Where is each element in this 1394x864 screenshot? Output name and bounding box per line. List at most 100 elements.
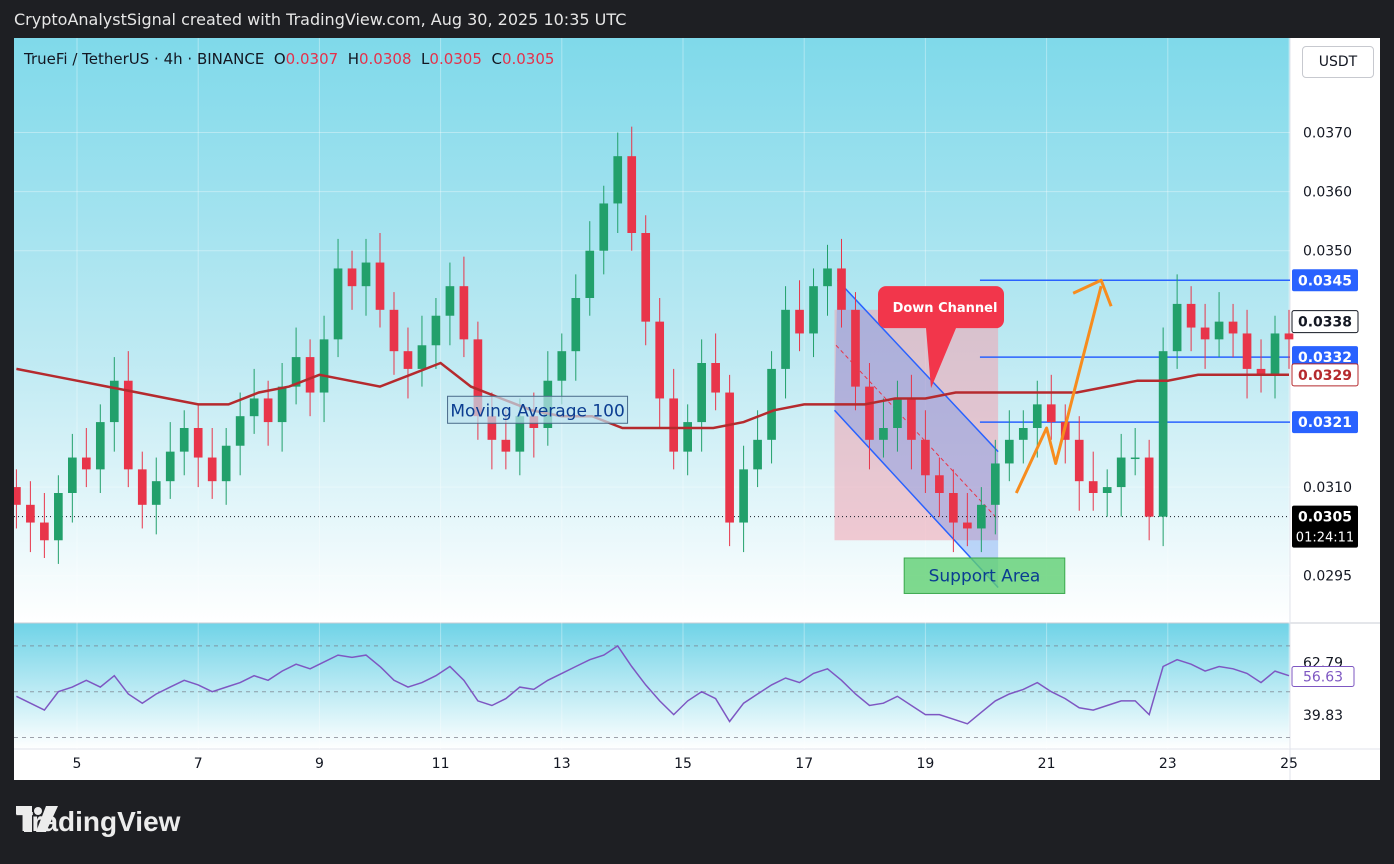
candle-body	[179, 428, 189, 452]
candle-body	[1186, 303, 1196, 328]
candle-body	[963, 522, 972, 529]
candle-body	[683, 422, 692, 452]
candle-body	[389, 309, 399, 352]
legend-low-value: 0.0305	[429, 50, 482, 68]
candle-body	[54, 493, 63, 541]
candle-body	[319, 339, 329, 393]
support-area-label: Support Area	[929, 567, 1041, 587]
candle-body	[655, 321, 665, 399]
candle-body	[823, 268, 832, 287]
candle-body	[333, 268, 343, 340]
price-label-box	[1292, 411, 1358, 434]
legend-low-label: L	[421, 50, 430, 68]
candle-body	[935, 475, 944, 493]
x-tick-label: 11	[432, 756, 450, 772]
y-tick-label: 0.0370	[1303, 126, 1352, 142]
candle-body	[417, 345, 427, 369]
symbol-legend: TrueFi / TetherUS · 4h · BINANCE O0.0307…	[24, 50, 554, 68]
candle-body	[921, 439, 930, 476]
projection-arrow-path	[1014, 285, 1103, 494]
x-tick-label: 7	[194, 756, 203, 772]
candle-body	[501, 439, 511, 452]
candlesticks	[14, 126, 1294, 564]
candle-body	[193, 428, 203, 458]
candle-body	[949, 493, 958, 523]
candle-body	[487, 416, 497, 440]
candle-body	[459, 286, 469, 340]
x-tick-label: 15	[674, 756, 692, 772]
legend-open-value: 0.0307	[285, 50, 339, 68]
support-area-box	[903, 557, 1066, 594]
candle-body	[95, 422, 105, 470]
price-label-box	[1292, 505, 1358, 548]
x-tick-label: 13	[553, 756, 571, 772]
price-label-text: 0.0345	[1298, 273, 1352, 289]
price-label-text: 0.0332	[1298, 350, 1352, 366]
candle-body	[403, 351, 413, 369]
projection-arrow-head	[1072, 278, 1113, 307]
chart-frame[interactable]: Support Area Moving Average 100 Down Chan…	[14, 38, 1380, 780]
rsi-label-box	[1291, 666, 1355, 688]
candle-body	[977, 504, 986, 529]
candle-body	[473, 339, 483, 417]
candle-body	[515, 416, 525, 452]
candle-body	[445, 286, 455, 316]
candle-body	[305, 357, 315, 393]
candle-body	[851, 309, 860, 387]
price-label-box	[1292, 269, 1358, 292]
tradingview-logo-icon	[16, 806, 58, 832]
candle-body	[711, 363, 720, 393]
channel-mid-line	[835, 344, 999, 520]
candle-body	[865, 386, 874, 440]
candle-body	[837, 268, 846, 310]
legend-close-value: 0.0305	[501, 50, 555, 68]
price-label-box	[1292, 346, 1358, 369]
candle-body	[1214, 321, 1224, 340]
legend-close-label: C	[491, 50, 502, 68]
main-pane-background	[14, 38, 1290, 623]
candle-body	[990, 463, 1000, 505]
candle-body	[361, 262, 371, 287]
candle-body	[1284, 333, 1294, 340]
currency-button[interactable]: USDT	[1302, 46, 1374, 78]
moving-average-line	[16, 361, 1289, 430]
x-tick-label: 9	[315, 756, 324, 772]
candle-body	[1074, 439, 1084, 482]
candle-body	[26, 504, 35, 523]
rsi-line	[16, 644, 1290, 725]
candle-body	[165, 451, 175, 482]
candle-body	[767, 368, 776, 440]
rsi-pane-background	[14, 623, 1290, 749]
brand-footer: TradingView	[16, 806, 180, 838]
candle-body	[893, 398, 902, 428]
x-tick-label: 17	[795, 756, 813, 772]
candle-body	[207, 457, 217, 482]
rsi-indicator	[14, 644, 1290, 739]
candle-body	[68, 457, 77, 493]
candle-body	[151, 481, 161, 505]
candle-body	[1116, 457, 1126, 488]
legend-open-label: O	[273, 50, 286, 68]
candle-body	[1228, 321, 1238, 334]
candle-body	[40, 522, 49, 541]
candle-body	[571, 298, 581, 352]
candle-body	[1158, 351, 1168, 517]
candle-body	[137, 469, 147, 505]
price-label-text: 0.0338	[1298, 315, 1352, 331]
axis-labels: 5 7 9 11 13 15 17 19 21 23 25 0.0295 0.0310 0.0350 0.0…	[73, 126, 1359, 772]
candle-body	[1046, 404, 1056, 423]
candle-body	[263, 398, 273, 423]
moving-average-label: Moving Average 100	[450, 401, 624, 421]
candle-body	[1032, 404, 1042, 428]
legend-high-label: H	[347, 50, 359, 68]
candle-body	[1256, 368, 1266, 375]
candle-body	[347, 268, 357, 287]
y-tick-label: 0.0350	[1303, 244, 1352, 260]
x-tick-label: 21	[1038, 756, 1056, 772]
candle-body	[907, 398, 916, 440]
chart-canvas[interactable]: Support Area Moving Average 100 Down Chan…	[14, 38, 1380, 780]
candle-body	[81, 457, 91, 470]
candle-body	[1242, 333, 1252, 369]
candle-body	[277, 386, 287, 423]
chart-caption: CryptoAnalystSignal created with Trading…	[14, 10, 627, 29]
